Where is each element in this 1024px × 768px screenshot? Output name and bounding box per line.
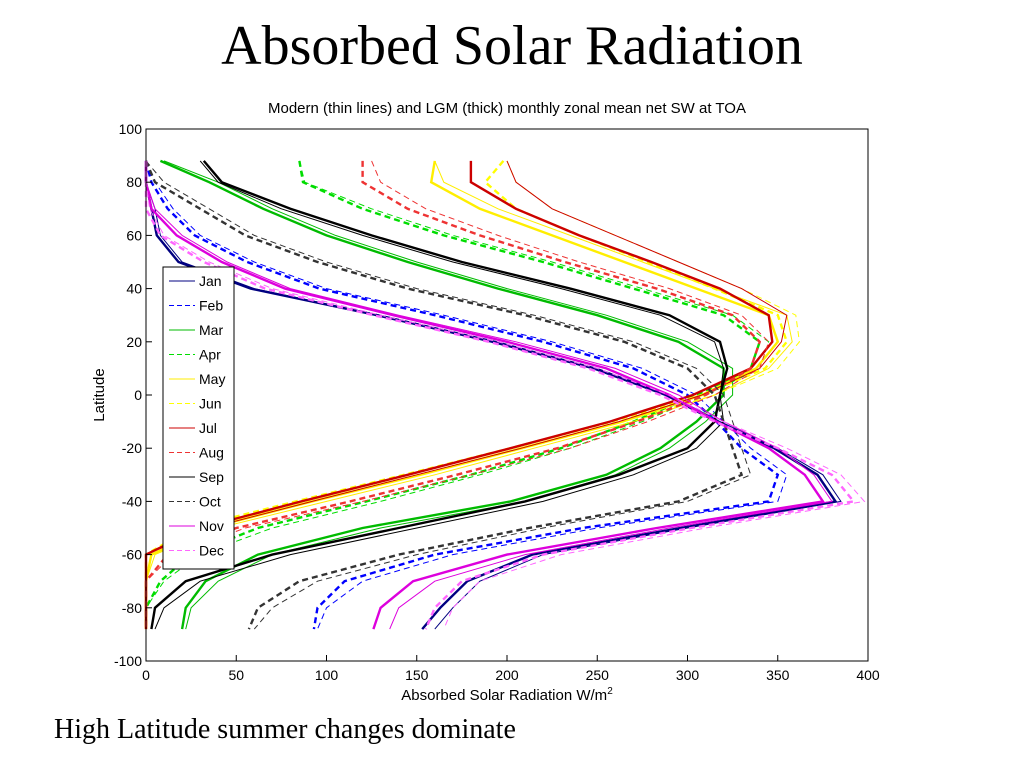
x-axis-label: Absorbed Solar Radiation W/m2 [401,686,613,704]
y-tick-label: 80 [126,174,142,190]
series-line-apr-lgm [144,160,762,630]
y-tick-label: 40 [126,281,142,297]
y-tick-label: 60 [126,227,142,243]
x-axis-label-text: Absorbed Solar Radiation W/m [401,687,607,704]
series-line-sep-lgm [150,160,729,630]
y-tick-label: -60 [122,547,142,563]
legend-label-dec: Dec [199,543,224,559]
x-tick-label: 150 [405,667,429,683]
series-line-aug-lgm [144,160,762,630]
legend-label-jun: Jun [199,396,222,412]
slide-title: Absorbed Solar Radiation [221,15,803,77]
y-tick-label: 100 [119,121,143,137]
y-tick-label: 0 [134,387,142,403]
legend: Jan Feb Mar Apr May Jun Jul Aug Sep Oct Nov Dec [162,266,235,570]
line-chart: 0 50 100 150 200 250 300 350 400-100-80-60-40-20… [91,121,880,704]
y-tick-label: -40 [122,493,142,509]
series-line-dec-modern [145,160,866,630]
plot-area [146,129,868,661]
series-line-jan-lgm [144,160,838,630]
legend-label-may: May [199,371,225,387]
chart-title: Modern (thin lines) and LGM (thick) mont… [268,100,746,117]
legend-label-mar: Mar [199,322,223,338]
plot-background [146,129,868,661]
x-tick-label: 0 [142,667,150,683]
legend-label-nov: Nov [199,518,224,534]
x-tick-label: 350 [766,667,790,683]
y-tick-label: -80 [122,600,142,616]
series-line-nov-modern [145,160,833,630]
x-tick-label: 400 [856,667,880,683]
x-tick-label: 100 [315,667,339,683]
axes-layer: 0 50 100 150 200 250 300 350 400-100-80-60-40-20… [114,121,880,683]
legend-label-apr: Apr [199,347,221,363]
series-line-feb-lgm [144,160,780,630]
x-tick-label: 200 [495,667,519,683]
x-tick-label: 250 [586,667,610,683]
y-tick-label: -100 [114,653,142,669]
legend-label-jul: Jul [199,420,217,436]
y-tick-label: -20 [122,440,142,456]
slide-caption: High Latitude summer changes dominate [54,714,516,745]
legend-label-sep: Sep [199,469,224,485]
legend-box [162,266,235,570]
x-axis-label-superscript: 2 [607,686,613,697]
y-axis-label: Latitude [91,368,108,421]
legend-label-feb: Feb [199,298,223,314]
series-line-oct-modern [145,160,752,630]
series-line-feb-modern [145,160,788,630]
x-tick-label: 50 [228,667,244,683]
legend-label-oct: Oct [199,494,221,510]
legend-label-jan: Jan [199,273,222,289]
x-tick-label: 300 [676,667,700,683]
legend-label-aug: Aug [199,445,224,461]
series-line-dec-lgm [144,160,856,630]
y-tick-label: 20 [126,334,142,350]
